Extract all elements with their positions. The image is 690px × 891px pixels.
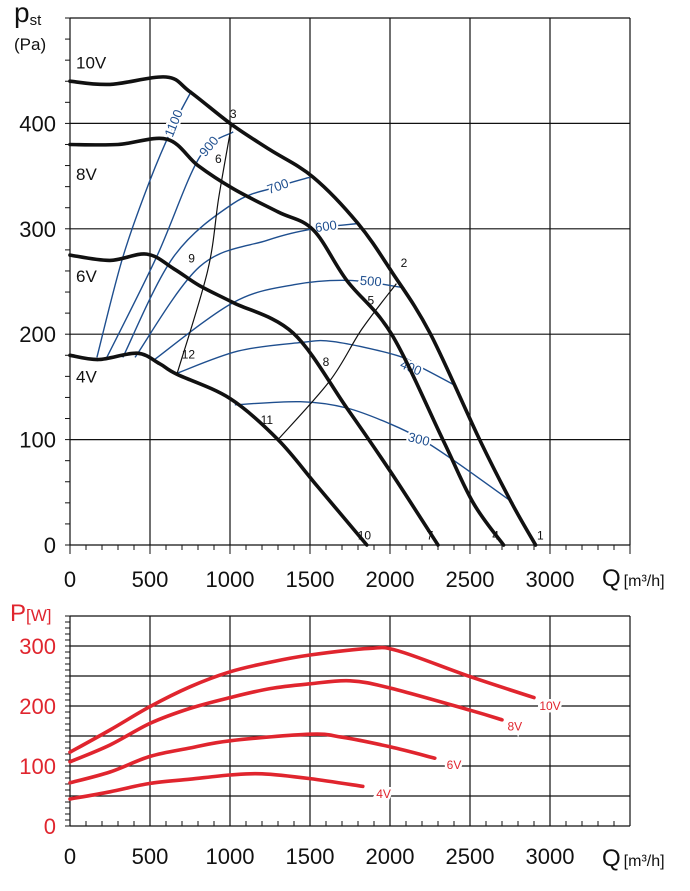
iso-line-label: 500 [359, 273, 382, 289]
pressure-curve-label: 4V [76, 367, 97, 386]
x-tick-label: 0 [64, 844, 76, 869]
x-tick-label: 2500 [446, 567, 495, 592]
iso-line-400 [176, 339, 455, 386]
pressure-curve-8V [68, 136, 506, 547]
y-tick-label: 300 [19, 634, 56, 659]
x-axis-title-main: Q [602, 565, 621, 592]
y-tick-label: 200 [19, 322, 56, 347]
y-tick-label: 300 [19, 217, 56, 242]
system-curve [176, 124, 233, 375]
x-tick-label: 1500 [286, 844, 335, 869]
y-axis-title-main-bottom: P [10, 600, 26, 627]
iso-line-label: 600 [314, 217, 338, 235]
y-tick-label: 0 [44, 814, 56, 839]
pressure-curve-label: 8V [76, 165, 97, 184]
iso-line-1100 [96, 90, 193, 358]
power-curve-label: 8V [507, 719, 522, 733]
y-axis-unit-bottom: [W] [26, 606, 52, 625]
power-labels: 10V 8V 6V 4V [374, 697, 563, 804]
operating-point-label: 2 [401, 256, 408, 270]
power-curve-label: 6V [447, 758, 462, 772]
y-axis-title-sub: st [30, 12, 43, 29]
operating-point-label: 9 [188, 252, 195, 266]
y-tick-label: 400 [19, 111, 56, 136]
power-curve-6V [68, 732, 437, 785]
pressure-curve-label: 6V [76, 267, 97, 286]
x-tick-label: 3000 [526, 844, 575, 869]
iso-line-300 [234, 400, 514, 504]
iso-line-600 [134, 222, 359, 358]
x-axis-unit-bottom: [m³/h] [624, 853, 665, 870]
x-axis-title-top: Q [m³/h] [602, 565, 665, 592]
operating-point-label: 6 [215, 152, 222, 166]
pressure-curve-label: 10V [76, 53, 107, 72]
y-tick-label: 200 [19, 694, 56, 719]
x-tick-label: 1000 [206, 567, 255, 592]
operating-point-label: 5 [367, 294, 374, 308]
y-axis-unit-top: (Pa) [14, 35, 46, 54]
operating-point-label: 4 [492, 529, 499, 543]
pressure-curve-10V [68, 75, 538, 547]
y-axis-title-main: p [14, 0, 30, 28]
x-tick-label: 3000 [526, 567, 575, 592]
operating-point-label: 8 [323, 355, 330, 369]
power-curve-4V [68, 771, 365, 801]
x-tick-label: 0 [64, 567, 76, 592]
x-axis-title-bottom: Q [m³/h] [602, 845, 665, 872]
system-curve [277, 283, 397, 440]
power-curve-label: 4V [376, 787, 391, 801]
iso-line-900 [106, 131, 234, 358]
x-tick-label: 1500 [286, 567, 335, 592]
power-curve-label: 10V [539, 699, 560, 713]
x-tick-label: 2000 [366, 844, 415, 869]
x-tick-label: 500 [132, 567, 169, 592]
power-curve-8V [68, 678, 504, 764]
x-axis-title-main-bottom: Q [602, 845, 621, 872]
x-tick-label: 1000 [206, 844, 255, 869]
x-axis-unit: [m³/h] [624, 573, 665, 590]
pressure-curve-4V [68, 351, 369, 547]
pressure-curve-6V [68, 252, 440, 547]
y-tick-label: 0 [44, 533, 56, 558]
y-tick-label: 100 [19, 754, 56, 779]
x-tick-label: 500 [132, 844, 169, 869]
operating-point-label: 10 [358, 529, 372, 543]
power-curves [68, 645, 536, 801]
x-tick-label: 2000 [366, 567, 415, 592]
operating-point-label: 1 [537, 529, 544, 543]
iso-line-label: 300 [407, 429, 432, 449]
y-axis-title-bottom: P[W] [10, 600, 52, 627]
power-curve-10V [68, 645, 536, 754]
system-lines [176, 124, 397, 440]
operating-point-label: 7 [427, 529, 434, 543]
iso-line-500 [152, 279, 405, 362]
y-tick-label: 100 [19, 428, 56, 453]
iso-line-700 [122, 176, 311, 358]
operating-point-label: 3 [230, 107, 237, 121]
operating-point-label: 12 [182, 347, 196, 361]
iso-line-label: 700 [265, 175, 291, 197]
x-tick-label: 2500 [446, 844, 495, 869]
operating-point-label: 11 [261, 413, 274, 427]
power-chart-grid: 0 500 1000 1500 2000 2500 3000 0 100 200 300 [19, 615, 631, 869]
y-axis-title-top: pst [14, 0, 42, 29]
pressure-curves [68, 75, 538, 547]
